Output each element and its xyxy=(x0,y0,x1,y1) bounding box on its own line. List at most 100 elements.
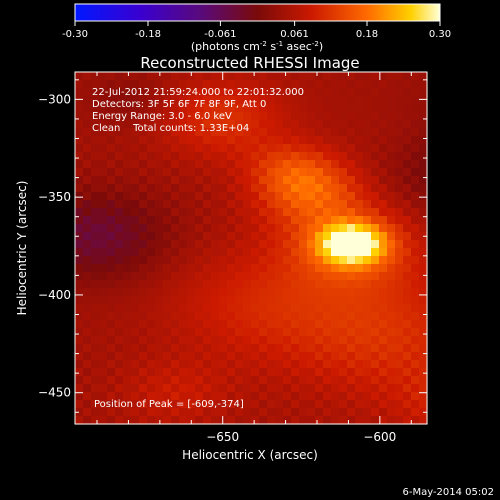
heatmap-cell xyxy=(307,304,316,313)
heatmap-cell xyxy=(83,168,92,177)
heatmap-cell xyxy=(163,208,172,217)
heatmap-cell xyxy=(147,328,156,337)
heatmap-cell xyxy=(387,352,396,361)
heatmap-cell xyxy=(251,360,260,369)
heatmap-cell xyxy=(411,376,420,385)
heatmap-cell xyxy=(395,344,404,353)
heatmap-cell xyxy=(387,232,396,241)
heatmap-cell xyxy=(363,360,372,369)
heatmap-cell xyxy=(243,176,252,185)
heatmap-cell xyxy=(75,408,84,417)
heatmap-cell xyxy=(131,376,140,385)
heatmap-cell xyxy=(315,240,324,249)
heatmap-cell xyxy=(219,400,228,409)
heatmap-cell xyxy=(123,336,132,345)
heatmap-cell xyxy=(387,272,396,281)
heatmap-cell xyxy=(243,368,252,377)
heatmap-cell xyxy=(219,408,228,417)
heatmap-cell xyxy=(123,136,132,145)
heatmap-cell xyxy=(323,176,332,185)
heatmap-cell xyxy=(307,280,316,289)
heatmap-cell xyxy=(187,280,196,289)
heatmap-cell xyxy=(99,104,108,113)
heatmap-cell xyxy=(99,312,108,321)
heatmap-cell xyxy=(99,168,108,177)
heatmap-cell xyxy=(235,416,244,425)
heatmap-cell xyxy=(323,192,332,201)
heatmap-cell xyxy=(371,312,380,321)
heatmap-cell xyxy=(147,192,156,201)
heatmap-cell xyxy=(403,320,412,329)
heatmap-cell xyxy=(275,72,284,81)
heatmap-cell xyxy=(123,288,132,297)
heatmap-cell xyxy=(411,296,420,305)
heatmap-cell xyxy=(99,392,108,401)
heatmap-cell xyxy=(363,352,372,361)
heatmap-cell xyxy=(75,88,84,97)
heatmap-cell xyxy=(147,120,156,129)
heatmap-cell xyxy=(219,168,228,177)
heatmap-cell xyxy=(187,120,196,129)
heatmap-cell xyxy=(299,232,308,241)
heatmap-cell xyxy=(115,216,124,225)
heatmap-cell xyxy=(339,312,348,321)
heatmap-cell xyxy=(371,80,380,89)
heatmap-cell xyxy=(299,176,308,185)
heatmap-cell xyxy=(419,216,428,225)
heatmap-cell xyxy=(243,384,252,393)
heatmap-cell xyxy=(387,312,396,321)
heatmap-cell xyxy=(139,80,148,89)
heatmap-cell xyxy=(235,384,244,393)
heatmap-cell xyxy=(75,400,84,409)
heatmap-cell xyxy=(275,392,284,401)
heatmap-cell xyxy=(355,200,364,209)
heatmap-cell xyxy=(291,352,300,361)
heatmap-cell xyxy=(163,184,172,193)
heatmap-cell xyxy=(115,368,124,377)
colorbar-tick-label: 0.18 xyxy=(356,29,378,40)
heatmap-cell xyxy=(131,408,140,417)
heatmap-cell xyxy=(251,88,260,97)
heatmap-cell xyxy=(195,240,204,249)
heatmap-cell xyxy=(403,240,412,249)
heatmap-cell xyxy=(211,104,220,113)
heatmap-cell xyxy=(219,272,228,281)
heatmap-cell xyxy=(147,360,156,369)
heatmap-cell xyxy=(371,384,380,393)
heatmap-cell xyxy=(347,104,356,113)
heatmap-cell xyxy=(371,104,380,113)
heatmap-cell xyxy=(347,272,356,281)
heatmap-cell xyxy=(83,352,92,361)
heatmap-cell xyxy=(331,88,340,97)
heatmap-cell xyxy=(355,328,364,337)
heatmap-cell xyxy=(331,216,340,225)
heatmap-cell xyxy=(107,232,116,241)
heatmap-cell xyxy=(291,312,300,321)
heatmap-cell xyxy=(347,240,356,249)
heatmap-cell xyxy=(331,360,340,369)
heatmap-cell xyxy=(107,376,116,385)
heatmap-cell xyxy=(355,232,364,241)
heatmap-cell xyxy=(299,360,308,369)
heatmap-cell xyxy=(259,152,268,161)
heatmap-cell xyxy=(107,280,116,289)
heatmap-cell xyxy=(139,96,148,105)
heatmap-cell xyxy=(139,360,148,369)
heatmap-cell xyxy=(371,416,380,425)
heatmap-cell xyxy=(299,384,308,393)
heatmap-cell xyxy=(171,216,180,225)
heatmap-cell xyxy=(419,104,428,113)
heatmap-cell xyxy=(83,312,92,321)
heatmap-cell xyxy=(371,320,380,329)
heatmap-cell xyxy=(299,120,308,129)
heatmap-cell xyxy=(115,144,124,153)
heatmap-cell xyxy=(403,400,412,409)
heatmap-cell xyxy=(75,224,84,233)
heatmap-cell xyxy=(195,88,204,97)
heatmap-cell xyxy=(403,232,412,241)
heatmap-cell xyxy=(387,120,396,129)
heatmap-cell xyxy=(243,168,252,177)
heatmap-cell xyxy=(91,176,100,185)
heatmap-cell xyxy=(131,152,140,161)
heatmap-cell xyxy=(411,248,420,257)
